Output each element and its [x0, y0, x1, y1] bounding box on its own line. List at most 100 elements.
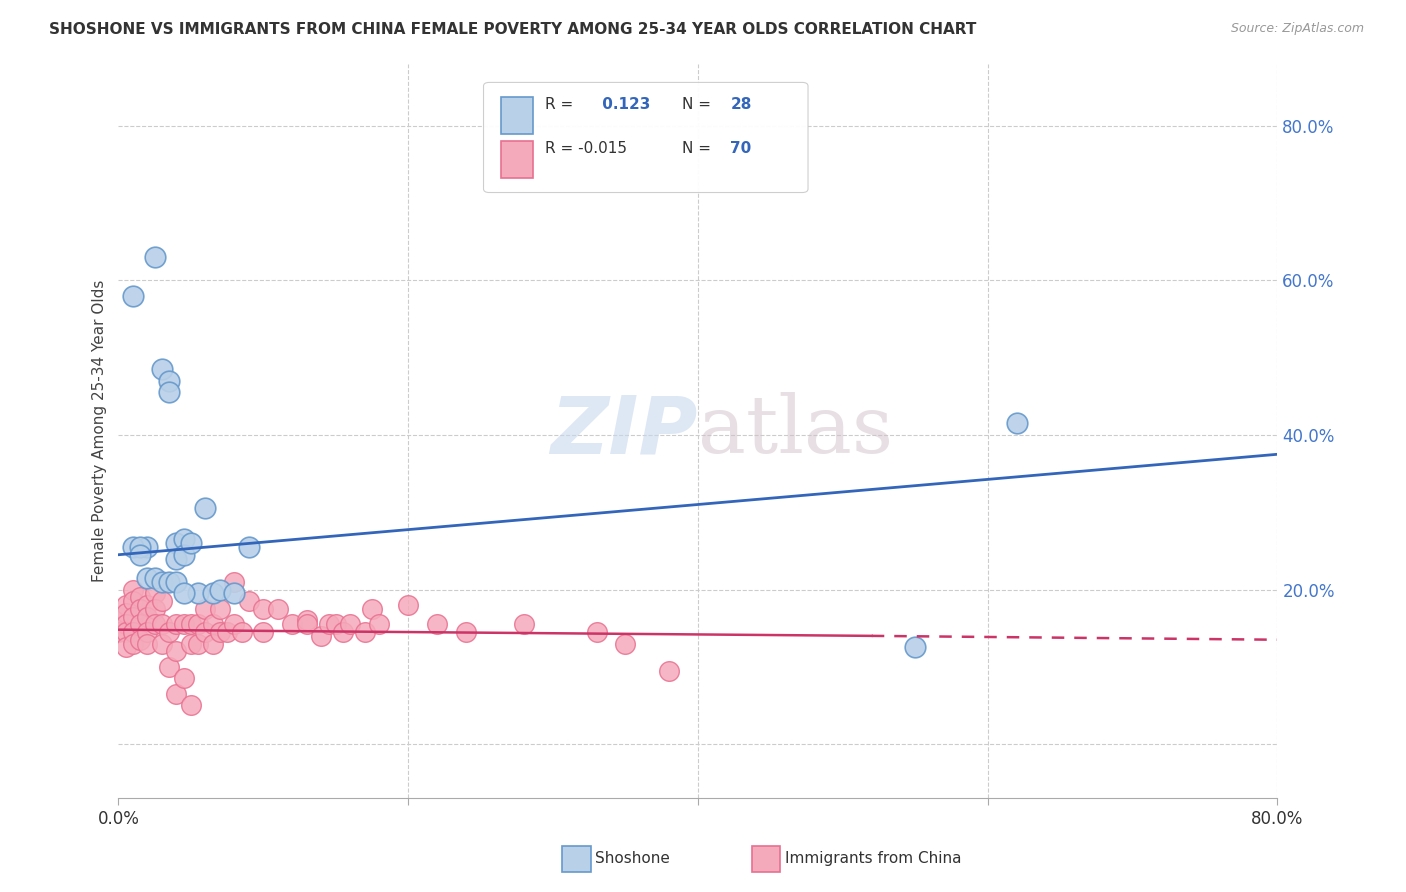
Point: [165, 644, 187, 658]
Point: [150, 362, 173, 376]
Point: [208, 582, 231, 597]
Point: [136, 598, 159, 612]
Point: [201, 617, 224, 632]
Point: [187, 617, 209, 632]
Point: [194, 625, 217, 640]
Point: [353, 625, 375, 640]
Point: [224, 574, 246, 589]
Y-axis label: Female Poverty Among 25-34 Year Olds: Female Poverty Among 25-34 Year Olds: [93, 280, 107, 582]
Point: [122, 609, 145, 624]
Point: [122, 582, 145, 597]
Point: [194, 602, 217, 616]
Text: Shoshone: Shoshone: [595, 852, 669, 866]
Point: [114, 606, 136, 620]
Point: [136, 609, 159, 624]
Point: [173, 586, 195, 600]
Point: [238, 594, 260, 608]
Point: [122, 540, 145, 554]
Point: [173, 617, 195, 632]
FancyBboxPatch shape: [501, 97, 533, 134]
Point: [318, 617, 340, 632]
Point: [180, 617, 202, 632]
Point: [295, 617, 318, 632]
Point: [157, 574, 180, 589]
Point: [122, 625, 145, 640]
Point: [150, 617, 173, 632]
Point: [114, 625, 136, 640]
Point: [224, 617, 246, 632]
Point: [187, 637, 209, 651]
Point: [165, 574, 187, 589]
Point: [114, 617, 136, 632]
Point: [658, 664, 681, 678]
Point: [252, 625, 274, 640]
Point: [157, 625, 180, 640]
Point: [396, 598, 419, 612]
Text: N =: N =: [682, 97, 716, 112]
Text: ZIP: ZIP: [551, 392, 697, 470]
Point: [157, 374, 180, 388]
Point: [165, 536, 187, 550]
Point: [143, 586, 166, 600]
Point: [165, 617, 187, 632]
Point: [129, 602, 152, 616]
Point: [1005, 417, 1028, 431]
Point: [143, 571, 166, 585]
Point: [150, 594, 173, 608]
Point: [231, 625, 253, 640]
Point: [368, 617, 391, 632]
Point: [107, 609, 129, 624]
Text: Source: ZipAtlas.com: Source: ZipAtlas.com: [1230, 22, 1364, 36]
Point: [143, 602, 166, 616]
Point: [217, 625, 239, 640]
Point: [150, 637, 173, 651]
Point: [165, 551, 187, 566]
Point: [122, 594, 145, 608]
Point: [173, 548, 195, 562]
Point: [208, 625, 231, 640]
Point: [136, 625, 159, 640]
Point: [114, 640, 136, 655]
Point: [513, 617, 536, 632]
Point: [426, 617, 449, 632]
Point: [614, 637, 637, 651]
Text: R =: R =: [546, 97, 578, 112]
Point: [143, 617, 166, 632]
Point: [332, 625, 354, 640]
Point: [114, 598, 136, 612]
Point: [180, 698, 202, 713]
Point: [173, 671, 195, 685]
Point: [136, 540, 159, 554]
Point: [165, 687, 187, 701]
Point: [585, 625, 607, 640]
Point: [180, 536, 202, 550]
Point: [295, 614, 318, 628]
Point: [129, 591, 152, 605]
Point: [129, 548, 152, 562]
Text: 70: 70: [730, 141, 752, 156]
Point: [122, 637, 145, 651]
Point: [129, 540, 152, 554]
Point: [194, 501, 217, 516]
Text: Immigrants from China: Immigrants from China: [785, 852, 962, 866]
Point: [267, 602, 290, 616]
Point: [150, 574, 173, 589]
Text: R = -0.015: R = -0.015: [546, 141, 627, 156]
Point: [208, 602, 231, 616]
Point: [361, 602, 384, 616]
Text: 0.123: 0.123: [598, 97, 651, 112]
Point: [136, 637, 159, 651]
Point: [238, 540, 260, 554]
Point: [456, 625, 478, 640]
Text: 28: 28: [730, 97, 752, 112]
Point: [157, 660, 180, 674]
Text: atlas: atlas: [697, 392, 893, 470]
Point: [252, 602, 274, 616]
Point: [281, 617, 304, 632]
Point: [122, 289, 145, 303]
Point: [904, 640, 927, 655]
Point: [201, 637, 224, 651]
Point: [339, 617, 361, 632]
Point: [129, 632, 152, 647]
Point: [157, 385, 180, 400]
